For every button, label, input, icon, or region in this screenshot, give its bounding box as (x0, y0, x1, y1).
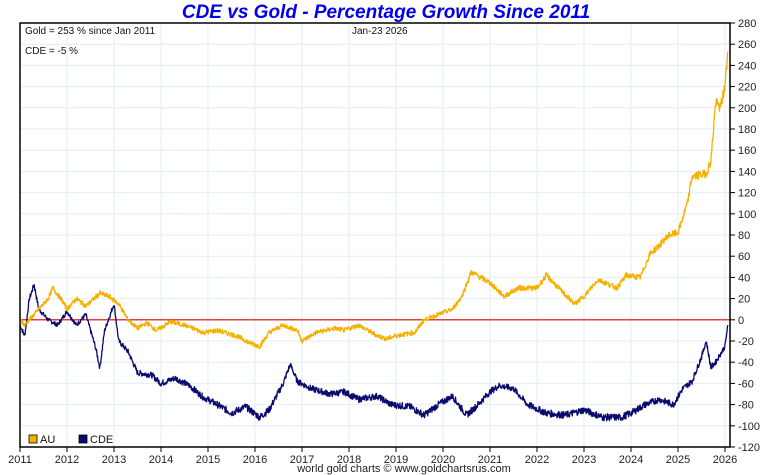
date-annotation: Jan-23 2026 (352, 26, 408, 37)
series-layer (19, 51, 729, 422)
y-tick-label: 20 (738, 294, 750, 306)
legend: AU CDE (28, 434, 113, 446)
legend-label-cde: CDE (90, 434, 113, 446)
x-tick-label: 2023 (572, 454, 596, 466)
x-tick-label: 2013 (102, 454, 126, 466)
x-tick-label: 2021 (478, 454, 502, 466)
y-tick-label: 60 (738, 251, 750, 263)
x-tick-label: 2014 (149, 454, 173, 466)
x-tick-label: 2017 (290, 454, 314, 466)
y-tick-label: 200 (738, 103, 756, 115)
y-tick-label: 140 (738, 166, 756, 178)
x-tick-label: 2022 (525, 454, 549, 466)
y-tick-label: 100 (738, 209, 756, 221)
cde-summary-annotation: CDE = -5 % (25, 46, 78, 57)
y-tick-label: 120 (738, 188, 756, 200)
x-tick-label: 2015 (196, 454, 220, 466)
chart-title: CDE vs Gold - Percentage Growth Since 20… (181, 2, 591, 23)
x-tick-label: 2020 (431, 454, 455, 466)
y-tick-label: 280 (738, 18, 756, 30)
y-tick-label: 40 (738, 272, 750, 284)
y-tick-label: -120 (738, 442, 760, 454)
x-tick-label: 2016 (243, 454, 267, 466)
series-line-cde (19, 283, 729, 422)
legend-swatch-cde (78, 434, 88, 444)
x-tick-label: 2011 (8, 454, 32, 466)
y-tick-label: 180 (738, 124, 756, 136)
y-tick-label: 0 (738, 315, 744, 327)
y-tick-label: -80 (738, 400, 754, 412)
x-tick-label: 2018 (337, 454, 361, 466)
grid-lines (19, 22, 730, 448)
legend-swatch-au (28, 434, 38, 444)
y-tick-label: -60 (738, 378, 754, 390)
x-tick-label: 2024 (619, 454, 643, 466)
y-tick-label: 240 (738, 60, 756, 72)
series-line-au (19, 51, 729, 350)
y-tick-label: 80 (738, 230, 750, 242)
credit-text: world gold charts © www.goldchartsrus.co… (296, 463, 511, 475)
x-axis: 2011 2012 2013 2014 2015 2016 2017 2018 2019 2020… (8, 447, 737, 466)
gold-summary-annotation: Gold = 253 % since Jan 2011 (25, 26, 156, 37)
x-tick-label: 2025 (666, 454, 690, 466)
y-tick-label: 160 (738, 145, 756, 157)
y-axis: 280260240220200180160140120100806040200-… (730, 18, 760, 454)
y-tick-label: 220 (738, 82, 756, 94)
x-tick-label: 2019 (384, 454, 408, 466)
y-tick-label: -40 (738, 357, 754, 369)
y-tick-label: -20 (738, 336, 754, 348)
x-tick-label: 2026 (713, 454, 737, 466)
y-tick-label: -100 (738, 421, 760, 433)
x-tick-label: 2012 (55, 454, 79, 466)
legend-label-au: AU (40, 434, 55, 446)
y-tick-label: 260 (738, 39, 756, 51)
